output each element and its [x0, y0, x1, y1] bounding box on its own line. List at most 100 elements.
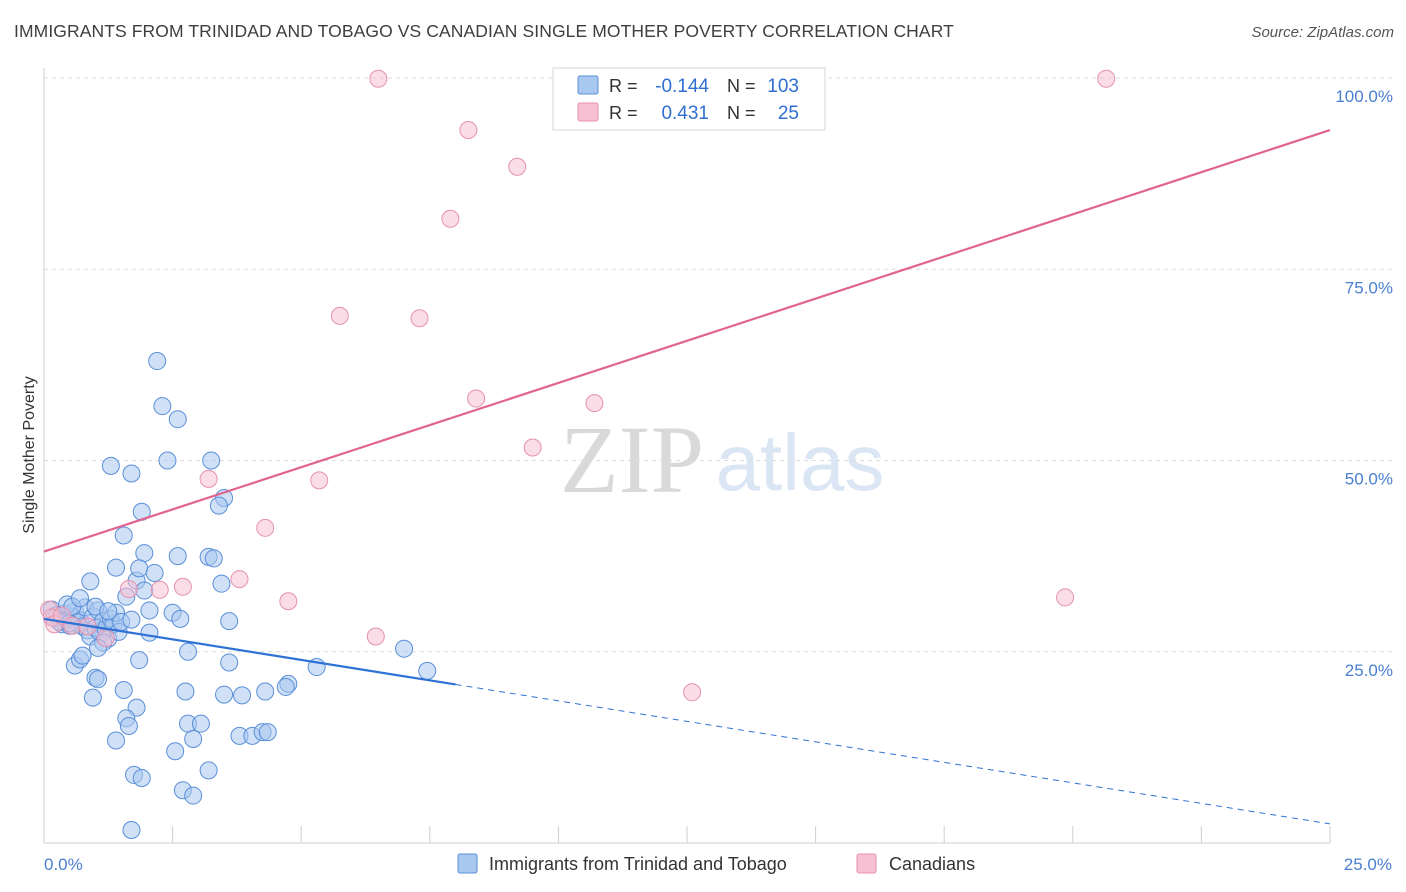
- legend-swatch-blue: [577, 75, 599, 95]
- trinidad-tobago-point: [166, 742, 185, 761]
- trinidad-tobago-point: [209, 496, 228, 515]
- trinidad-tobago-point: [168, 410, 187, 429]
- watermark-atlas: atlas: [716, 418, 885, 507]
- trinidad-tobago-point: [140, 623, 159, 642]
- trinidad-tobago-point: [220, 612, 239, 631]
- canadians-point: [1097, 69, 1116, 88]
- trinidad-tobago-point: [145, 563, 164, 582]
- canadians-point: [150, 580, 169, 599]
- trinidad-tobago-point: [107, 731, 126, 750]
- trinidad-tobago-point: [158, 451, 177, 470]
- trinidad-tobago-point: [256, 682, 275, 701]
- trinidad-tobago-point: [73, 646, 92, 665]
- trinidad-tobago-point: [168, 547, 187, 566]
- trinidad-tobago-point: [130, 559, 149, 578]
- stats-legend: R = -0.144 N = 103 R = 0.431 N = 25: [552, 67, 826, 131]
- legend-n-label-blue: N =: [727, 76, 756, 96]
- canadians-point: [310, 471, 329, 490]
- trinidad-tobago-point: [184, 786, 203, 805]
- canadians-point: [467, 389, 486, 408]
- canadians-point: [230, 570, 249, 589]
- trinidad-tobago-point: [212, 574, 231, 593]
- legend-r-label-blue: R =: [609, 76, 638, 96]
- trend-line-blue-dashed: [455, 683, 1331, 825]
- series-legend: Immigrants from Trinidad and Tobago Cana…: [457, 853, 975, 874]
- trinidad-tobago-point: [122, 820, 141, 839]
- legend-r-label-pink: R =: [609, 103, 638, 123]
- canadians-point: [459, 121, 478, 140]
- chart-title: IMMIGRANTS FROM TRINIDAD AND TOBAGO VS C…: [14, 21, 954, 41]
- trinidad-tobago-point: [122, 610, 141, 629]
- trinidad-tobago-point: [179, 642, 198, 661]
- trinidad-tobago-point: [114, 526, 133, 545]
- canadians-point: [1056, 588, 1075, 607]
- canadians-point: [441, 209, 460, 228]
- trinidad-tobago-point: [220, 653, 239, 672]
- gridlines: [44, 77, 1392, 653]
- canadians-point: [256, 518, 275, 537]
- x-tick-label-max: 25.0%: [1344, 855, 1392, 874]
- legend-n-value-pink: 25: [778, 103, 799, 124]
- canadians-point: [369, 69, 388, 88]
- source-attribution: Source: ZipAtlas.com: [1251, 24, 1394, 41]
- trinidad-tobago-point: [176, 682, 195, 701]
- trinidad-tobago-point: [122, 464, 141, 483]
- legend-n-value-blue: 103: [767, 76, 799, 97]
- trinidad-tobago-point: [81, 572, 100, 591]
- trinidad-tobago-point: [276, 677, 295, 696]
- y-tick-label: 100.0%: [1335, 87, 1393, 106]
- canadians-point: [683, 683, 702, 702]
- y-axis-tick-labels: 25.0% 50.0% 75.0% 100.0%: [1335, 87, 1393, 680]
- trinidad-tobago-point: [215, 685, 234, 704]
- x-axis-ticks: [172, 826, 1331, 843]
- trinidad-tobago-point: [204, 549, 223, 568]
- trinidad-tobago-point: [140, 601, 159, 620]
- trinidad-tobago-point: [99, 602, 118, 621]
- trend-line-pink: [43, 128, 1331, 553]
- bottom-legend-swatch-pink: [856, 853, 877, 874]
- trinidad-tobago-point: [148, 352, 167, 371]
- canadians-point: [410, 309, 429, 328]
- series-pink-points: [40, 69, 1116, 702]
- x-tick-label-min: 0.0%: [44, 855, 83, 874]
- trinidad-tobago-point: [418, 661, 437, 680]
- trinidad-tobago-point: [171, 609, 190, 628]
- bottom-legend-label-blue: Immigrants from Trinidad and Tobago: [489, 854, 787, 874]
- bottom-legend-swatch-blue: [457, 853, 478, 874]
- legend-n-label-pink: N =: [727, 103, 756, 123]
- canadians-point: [523, 438, 542, 457]
- trinidad-tobago-point: [83, 688, 102, 707]
- canadians-point: [279, 592, 298, 611]
- watermark-zip: ZIP: [560, 406, 704, 513]
- watermark: ZIP atlas: [560, 406, 884, 513]
- y-axis-label: Single Mother Poverty: [21, 376, 38, 533]
- trinidad-tobago-point: [184, 729, 203, 748]
- trinidad-tobago-point: [395, 639, 414, 658]
- canadians-point: [63, 616, 82, 635]
- legend-r-value-pink: 0.431: [661, 103, 709, 124]
- legend-r-value-blue: -0.144: [655, 76, 709, 97]
- trend-line-blue-solid: [43, 617, 456, 686]
- trinidad-tobago-point: [258, 723, 277, 742]
- canadians-point: [585, 394, 604, 413]
- trinidad-tobago-point: [191, 714, 210, 733]
- legend-swatch-pink: [577, 102, 599, 122]
- y-tick-label: 75.0%: [1345, 278, 1393, 297]
- series-blue-points: [42, 352, 437, 839]
- trinidad-tobago-point: [233, 686, 252, 705]
- trinidad-tobago-point: [135, 581, 154, 600]
- canadians-point: [330, 306, 349, 325]
- trinidad-tobago-point: [107, 558, 126, 577]
- trinidad-tobago-point: [89, 670, 108, 689]
- trinidad-tobago-point: [119, 716, 138, 735]
- trinidad-tobago-point: [130, 651, 149, 670]
- trinidad-tobago-point: [135, 544, 154, 563]
- trinidad-tobago-point: [153, 397, 172, 416]
- trinidad-tobago-point: [101, 456, 120, 475]
- trinidad-tobago-point: [132, 768, 151, 787]
- trinidad-tobago-point: [114, 681, 133, 699]
- canadians-point: [173, 577, 192, 596]
- trinidad-tobago-point: [202, 451, 221, 470]
- trinidad-tobago-point: [199, 761, 218, 780]
